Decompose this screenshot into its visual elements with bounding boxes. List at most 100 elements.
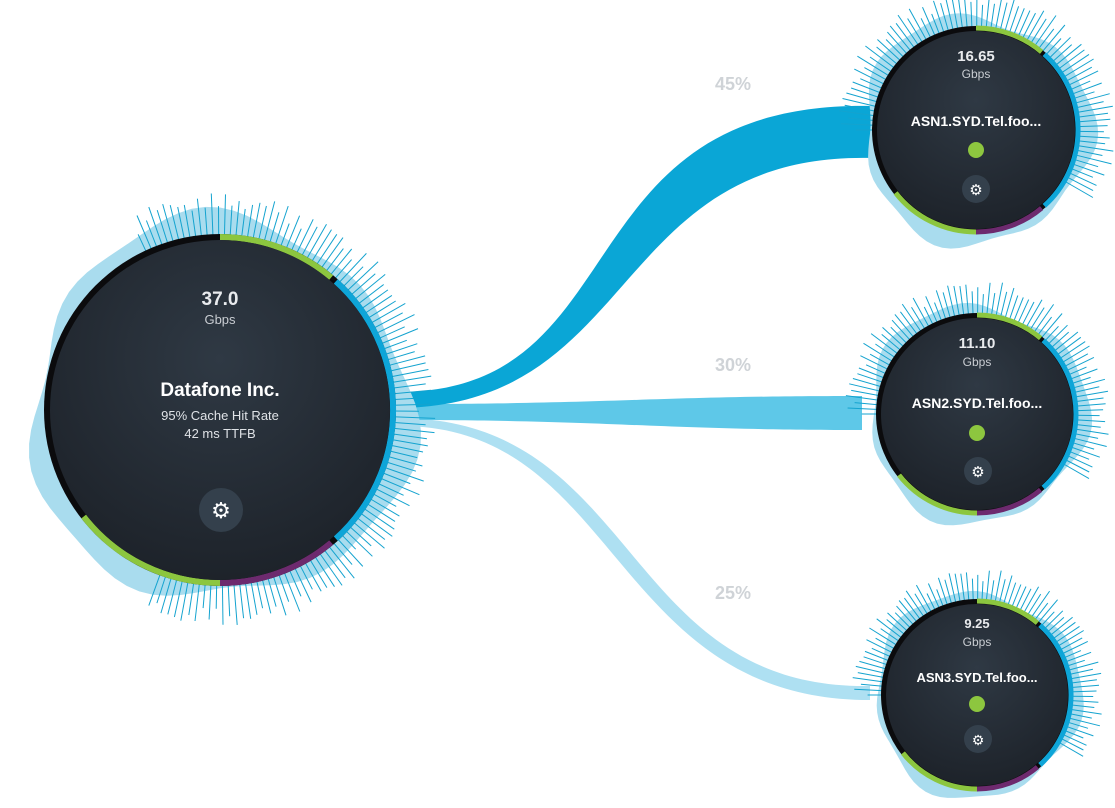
traffic-tick bbox=[1020, 301, 1035, 327]
traffic-tick bbox=[318, 551, 343, 586]
traffic-tick bbox=[840, 123, 875, 126]
flow-percent-asn1: 45% bbox=[715, 74, 751, 94]
traffic-tick bbox=[942, 292, 952, 320]
traffic-tick bbox=[1074, 93, 1110, 104]
traffic-tick bbox=[1004, 0, 1015, 33]
traffic-tick bbox=[1033, 602, 1049, 622]
traffic-tick bbox=[148, 572, 162, 606]
traffic-tick bbox=[990, 3, 995, 30]
traffic-tick bbox=[1073, 158, 1099, 168]
target-settings-button[interactable]: ⚙ bbox=[964, 725, 992, 753]
traffic-tick bbox=[1067, 668, 1094, 676]
traffic-tick bbox=[252, 202, 261, 241]
source-node[interactable]: 37.0 Gbps Datafone Inc. 95% Cache Hit Ra… bbox=[29, 193, 436, 625]
traffic-tick bbox=[985, 0, 990, 29]
ring-segment-purple bbox=[219, 540, 334, 586]
traffic-tick bbox=[859, 660, 888, 670]
traffic-tick bbox=[365, 502, 396, 522]
ring-segment-blue bbox=[333, 279, 396, 541]
traffic-tick bbox=[981, 294, 984, 317]
traffic-tick bbox=[379, 477, 420, 496]
ring-segment-purple bbox=[976, 765, 1040, 792]
traffic-tick bbox=[1028, 307, 1045, 332]
traffic-tick bbox=[332, 541, 353, 565]
flow-links bbox=[398, 105, 872, 700]
traffic-tick bbox=[951, 0, 959, 30]
traffic-tick bbox=[1077, 125, 1108, 128]
target-node-asn2[interactable]: 11.10 Gbps ASN2.SYD.Tel.foo... ⚙ bbox=[845, 282, 1109, 526]
target-settings-button[interactable]: ⚙ bbox=[962, 175, 990, 203]
traffic-tick bbox=[999, 291, 1008, 319]
traffic-tick bbox=[356, 284, 385, 306]
traffic-tick bbox=[303, 560, 322, 592]
traffic-tick bbox=[1075, 149, 1103, 156]
traffic-tick bbox=[136, 215, 153, 252]
traffic-tick bbox=[887, 612, 909, 633]
traffic-tick bbox=[221, 582, 224, 625]
traffic-tick bbox=[1074, 419, 1106, 423]
traffic-tick bbox=[352, 520, 385, 549]
traffic-tick bbox=[1066, 176, 1094, 192]
traffic-tick bbox=[948, 573, 957, 605]
traffic-tick bbox=[931, 13, 941, 35]
traffic-tick bbox=[315, 234, 338, 267]
traffic-tick bbox=[1069, 704, 1095, 708]
traffic-tick bbox=[914, 593, 929, 616]
traffic-tick bbox=[1065, 721, 1089, 729]
traffic-tick bbox=[1077, 112, 1109, 118]
traffic-tick bbox=[202, 582, 206, 609]
traffic-tick bbox=[1063, 458, 1090, 473]
traffic-tick bbox=[1068, 708, 1102, 715]
traffic-tick bbox=[911, 306, 927, 331]
traffic-tick bbox=[1041, 24, 1066, 53]
traffic-tick bbox=[927, 583, 941, 610]
target-throughput-unit: Gbps bbox=[963, 635, 992, 649]
traffic-tick bbox=[871, 647, 893, 658]
target-node-asn3[interactable]: 9.25 Gbps ASN3.SYD.Tel.foo... ⚙ bbox=[852, 570, 1102, 798]
traffic-tick bbox=[277, 572, 290, 602]
traffic-tick bbox=[1064, 725, 1094, 737]
traffic-tick bbox=[391, 427, 435, 434]
traffic-tick bbox=[1033, 15, 1057, 47]
traffic-tick bbox=[137, 234, 148, 254]
traffic-tick bbox=[926, 593, 937, 612]
traffic-tick bbox=[180, 580, 189, 621]
traffic-tick bbox=[215, 582, 218, 609]
traffic-tick bbox=[1070, 376, 1091, 385]
traffic-tick bbox=[945, 0, 954, 31]
target-node-asn1[interactable]: 16.65 Gbps ASN1.SYD.Tel.foo... ⚙ bbox=[838, 0, 1114, 249]
traffic-tick bbox=[1070, 167, 1094, 178]
traffic-tick bbox=[850, 87, 880, 98]
traffic-tick bbox=[875, 343, 897, 359]
traffic-tick bbox=[310, 229, 332, 264]
ring-segment-purple bbox=[976, 487, 1043, 516]
source-settings-button[interactable]: ⚙ bbox=[199, 488, 243, 532]
traffic-tick bbox=[385, 351, 415, 361]
traffic-tick bbox=[965, 284, 970, 317]
traffic-tick bbox=[383, 466, 424, 482]
gear-icon: ⚙ bbox=[972, 733, 985, 749]
traffic-tick bbox=[1058, 637, 1083, 652]
traffic-tick bbox=[890, 326, 909, 345]
ring-segment-green bbox=[900, 751, 978, 792]
traffic-tick bbox=[1054, 43, 1082, 67]
traffic-tick bbox=[1066, 661, 1099, 672]
traffic-tick bbox=[855, 665, 887, 675]
traffic-tick bbox=[1008, 6, 1020, 34]
target-settings-button[interactable]: ⚙ bbox=[964, 457, 992, 485]
traffic-tick bbox=[272, 574, 287, 616]
target-node-disc bbox=[881, 318, 1073, 510]
traffic-tick bbox=[341, 266, 364, 288]
traffic-tick bbox=[1069, 80, 1091, 91]
traffic-tick bbox=[160, 575, 173, 614]
traffic-tick bbox=[897, 14, 920, 46]
source-node-disc bbox=[50, 240, 390, 580]
traffic-tick bbox=[923, 306, 935, 327]
traffic-tick bbox=[857, 672, 886, 679]
traffic-tick bbox=[985, 570, 990, 603]
traffic-tick bbox=[1076, 145, 1114, 152]
flow-ribbon-asn2 bbox=[398, 396, 862, 430]
traffic-tick bbox=[156, 574, 167, 604]
target-name: ASN3.SYD.Tel.foo... bbox=[916, 670, 1037, 685]
traffic-tick bbox=[255, 578, 264, 609]
